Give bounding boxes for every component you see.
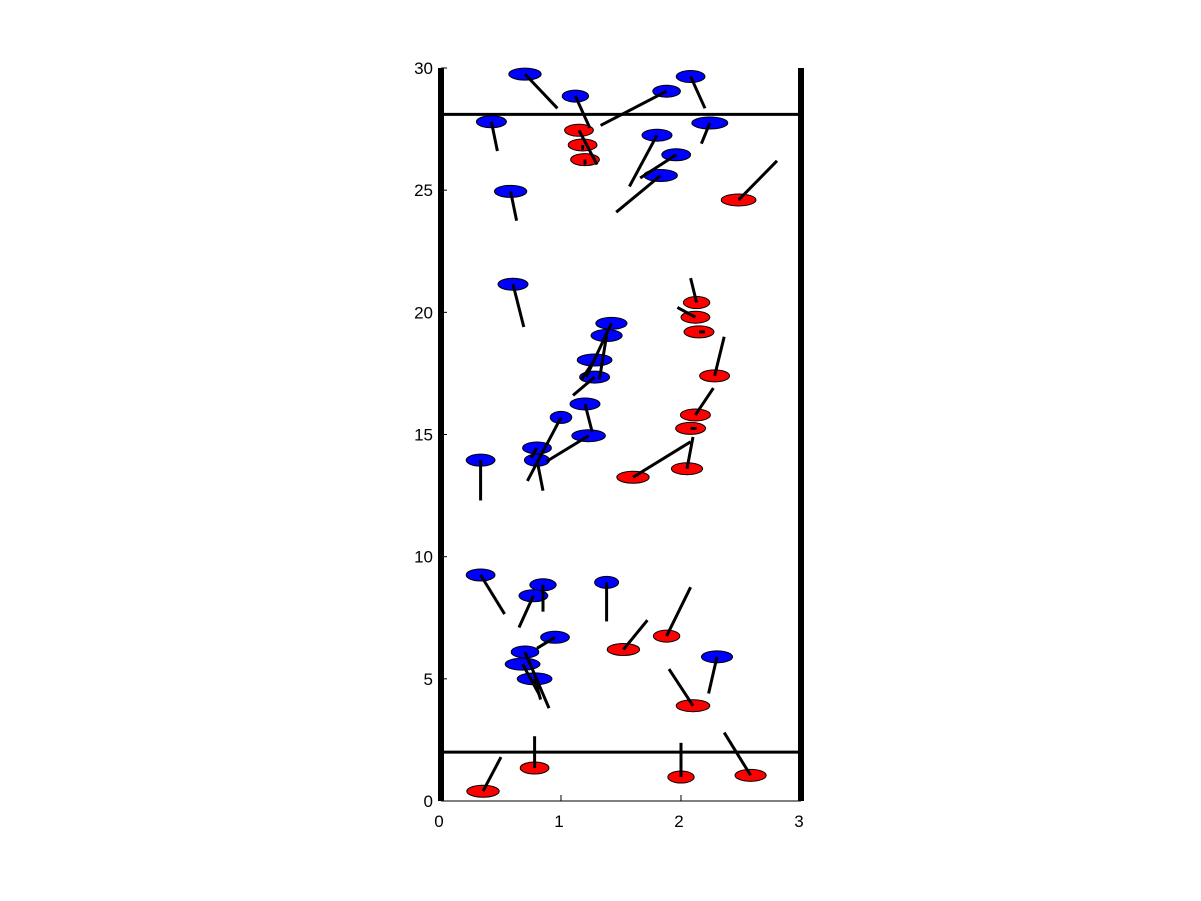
red-direction-line-11 <box>632 440 692 479</box>
red-direction-line-4 <box>689 277 699 303</box>
y-tick-label-4: 20 <box>414 303 433 322</box>
y-tick-label-2: 10 <box>414 548 433 567</box>
blue-direction-line-16 <box>526 416 563 482</box>
red-direction-line-12 <box>665 586 692 637</box>
y-tick-label-0: 0 <box>424 792 433 811</box>
blue-direction-line-15 <box>583 403 594 433</box>
blue-direction-line-14 <box>572 375 596 397</box>
red-direction-line-14 <box>667 668 695 707</box>
x-tick-label-3: 3 <box>794 812 803 831</box>
blue-direction-line-25 <box>536 636 556 650</box>
red-direction-line-7 <box>713 336 726 377</box>
y-tick-label-3: 15 <box>414 426 433 445</box>
plot-marks <box>465 67 779 798</box>
x-tick-label-1: 1 <box>554 812 563 831</box>
blue-direction-line-23 <box>517 595 535 629</box>
blue-direction-line-21 <box>479 574 506 615</box>
blue-direction-line-28 <box>533 678 543 701</box>
blue-direction-line-13 <box>580 359 596 381</box>
red-direction-line-5 <box>676 306 697 319</box>
blue-direction-line-18 <box>529 447 539 459</box>
blue-direction-line-19 <box>535 459 545 491</box>
x-tick-label-2: 2 <box>674 812 683 831</box>
red-direction-line-18 <box>722 731 752 777</box>
red-direction-line-3 <box>737 159 779 201</box>
blue-direction-line-3 <box>599 89 668 127</box>
y-tick-label-5: 25 <box>414 181 433 200</box>
red-direction-line-15 <box>481 756 503 792</box>
blue-direction-line-1 <box>574 95 592 129</box>
blue-direction-line-2 <box>689 75 707 109</box>
blue-direction-line-10 <box>511 283 526 328</box>
plot-frame <box>438 68 804 802</box>
red-direction-line-13 <box>622 619 649 651</box>
blue-direction-line-29 <box>707 656 719 694</box>
red-direction-line-0 <box>577 129 599 166</box>
y-tick-label-1: 5 <box>424 670 433 689</box>
red-direction-line-10 <box>685 436 695 469</box>
blue-direction-line-9 <box>509 191 519 222</box>
blue-direction-line-12 <box>597 335 609 380</box>
blue-direction-line-26 <box>523 651 551 709</box>
blue-direction-line-8 <box>615 174 662 214</box>
red-direction-line-8 <box>694 387 715 416</box>
y-tick-label-6: 30 <box>414 59 433 78</box>
blue-direction-line-7 <box>639 153 678 180</box>
blue-direction-line-5 <box>700 122 712 145</box>
blue-direction-line-0 <box>523 73 559 110</box>
blue-direction-line-4 <box>489 121 499 152</box>
x-tick-label-0: 0 <box>434 812 443 831</box>
blue-direction-line-6 <box>628 134 659 188</box>
blue-direction-line-17 <box>545 434 590 463</box>
